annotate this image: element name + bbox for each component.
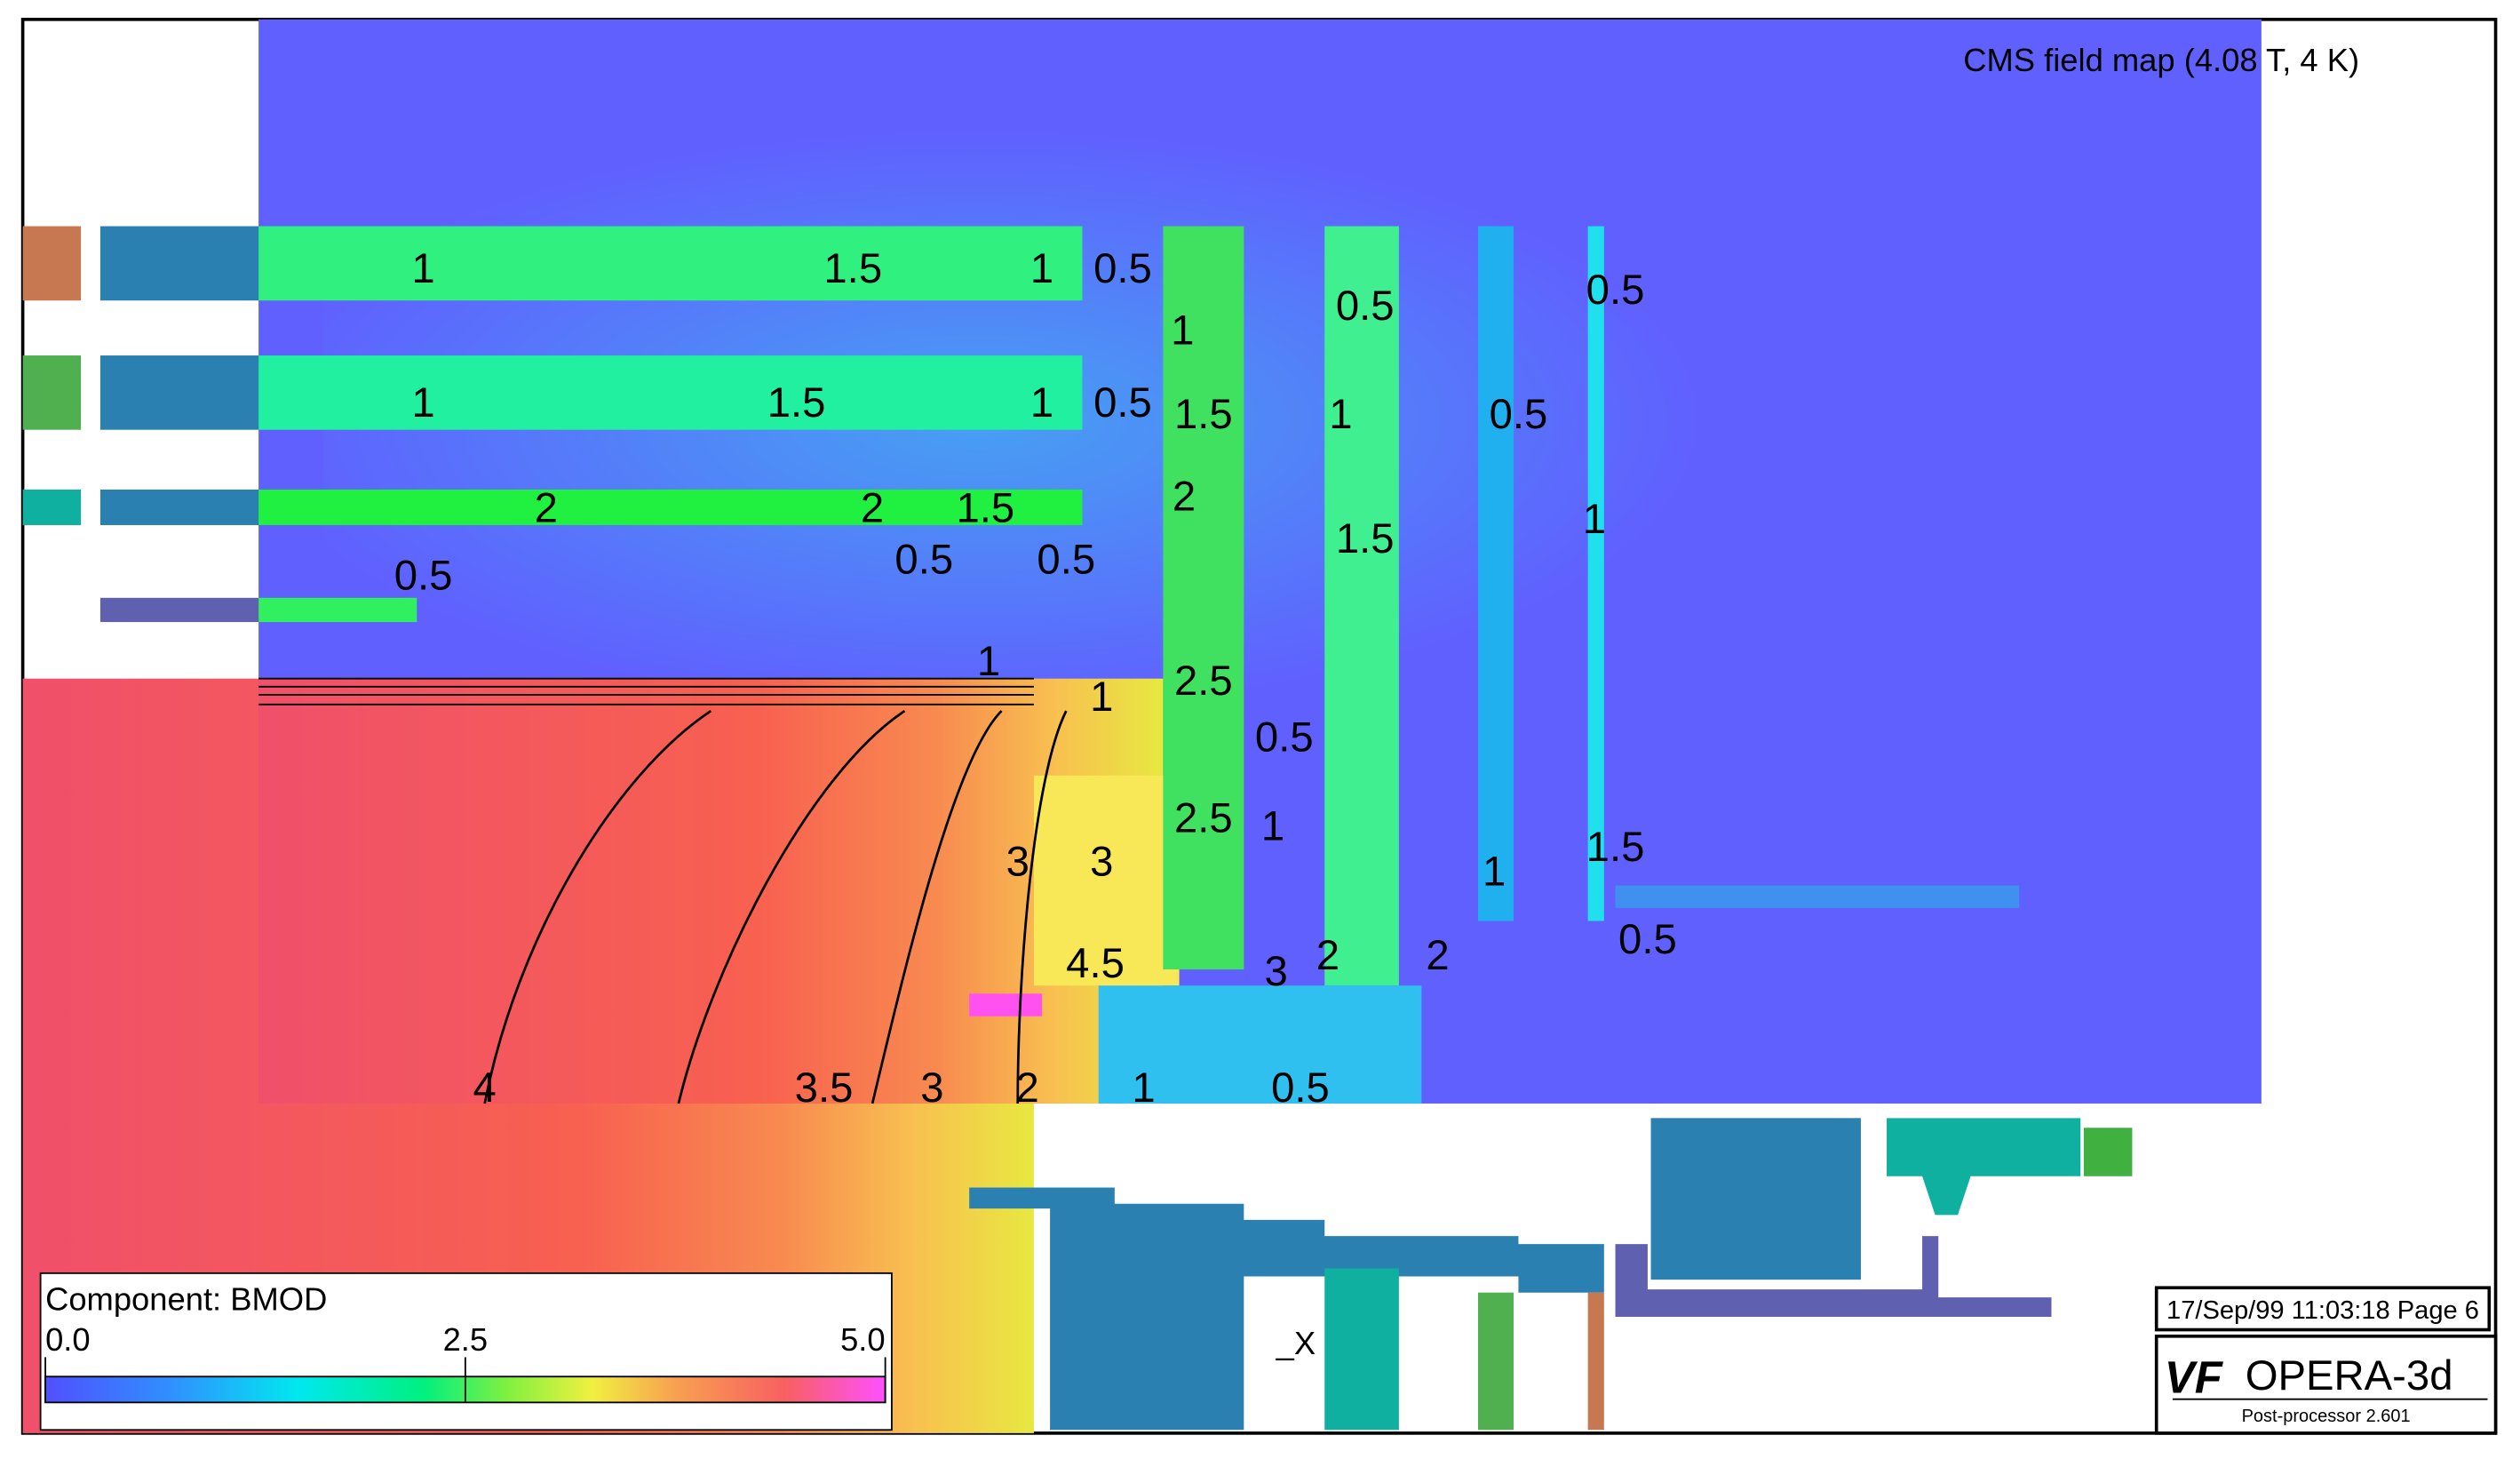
coil-block (99, 489, 259, 525)
coil-band (258, 597, 417, 623)
title: CMS field map (4.08 T, 4 K) (1963, 42, 2359, 78)
contour-label: 4.5 (1066, 940, 1125, 987)
contour-label: 0.5 (1093, 245, 1152, 292)
contour-label: 4 (473, 1064, 497, 1112)
contour-label: 1 (1132, 1064, 1155, 1112)
structure (1324, 1268, 1399, 1431)
structure (969, 1187, 1604, 1431)
contour-lines (483, 709, 1068, 1104)
coil-block (99, 355, 259, 430)
blue-column (1587, 226, 1604, 921)
contour-label: 1 (1030, 245, 1053, 292)
contour-label: 1 (1090, 674, 1113, 721)
stamp-box (2154, 1286, 2492, 1332)
colorbar-ticks: 0.0 2.5 5.0 (44, 1321, 886, 1403)
contour-label: 1.5 (1586, 824, 1645, 871)
structure (1587, 1292, 1604, 1431)
contour-label: 1.5 (823, 245, 882, 292)
legend-swatch (22, 355, 82, 430)
contour-label: 2 (535, 484, 558, 531)
contour-label: 0.5 (1618, 916, 1677, 963)
contour-label: 2.5 (1174, 658, 1233, 705)
contour-label: 2 (1016, 1064, 1039, 1112)
contour-label: 1.5 (767, 379, 826, 427)
contour-label: 0.5 (1586, 267, 1645, 314)
contour-label: 1 (1483, 848, 1506, 895)
contour-label: 3 (1090, 839, 1113, 886)
legend-swatch (22, 489, 82, 525)
contour-label: 0.5 (1336, 283, 1395, 330)
colorbar-box (39, 1272, 893, 1431)
logo-mark: VF (2165, 1351, 2224, 1402)
contour-label: 0.5 (1490, 391, 1548, 438)
yellow-zone (1033, 775, 1180, 986)
contour-label: 1 (1171, 307, 1194, 354)
mesh-lines (258, 677, 1034, 706)
colorbar-tick-label: 0.0 (45, 1321, 91, 1358)
contour-label: 0.5 (394, 553, 453, 600)
contour-label: 3 (1265, 948, 1288, 995)
stamp: 17/Sep/99 11:03:18 Page 6 (2166, 1296, 2479, 1325)
contour-label: 1.5 (1174, 391, 1233, 438)
colorbar-tick-label: 2.5 (443, 1321, 489, 1358)
structure (1477, 1292, 1514, 1431)
structure (1650, 1118, 1861, 1280)
contour-labels: 111.5 1 0.50.5 0.511.5 1 0.5 1.5 1 0.52 2 1.5 21.5 1… (394, 245, 1677, 1112)
coil-block (99, 597, 259, 623)
contour-label: 1 (1261, 803, 1284, 850)
product: OPERA-3d (2246, 1352, 2453, 1399)
contour-label: 3.5 (795, 1064, 854, 1112)
magenta-strip (969, 993, 1043, 1017)
coil-band (258, 355, 1083, 430)
blue-column (1477, 226, 1514, 921)
contour-label: 3 (1006, 839, 1029, 886)
contour-label: 2 (1316, 932, 1339, 979)
axis-label: _X (1276, 1325, 1316, 1361)
contour-label: 0.5 (1093, 379, 1152, 427)
contour-label: 1 (411, 379, 434, 427)
blue-strip (1615, 885, 2020, 908)
coil-block (99, 226, 259, 301)
contour-label: 2 (1173, 474, 1196, 521)
structure (1887, 1118, 2081, 1216)
contour-label: 1 (1329, 391, 1352, 438)
green-column (1163, 226, 1244, 970)
contour-label: 1 (977, 638, 1000, 685)
contour-label: 1.5 (957, 484, 1015, 531)
contour-label: 1 (1030, 379, 1053, 427)
colorbar-tick-label: 5.0 (840, 1321, 886, 1358)
green-column (1324, 226, 1399, 986)
structure (2083, 1128, 2133, 1176)
field-gradient (258, 678, 1164, 1104)
structure (1615, 1236, 2052, 1317)
contour-label: 0.5 (894, 537, 953, 584)
contour-label: 0.5 (1255, 714, 1314, 761)
contour-label: 2 (1426, 932, 1449, 979)
contour-label: 3 (920, 1064, 943, 1112)
logo-box (2154, 1334, 2498, 1435)
contour-label: 0.5 (1271, 1064, 1330, 1112)
colorbar-label: Component: BMOD (45, 1281, 327, 1318)
contour-label: 0.5 (1037, 537, 1095, 584)
coil-band (258, 489, 1083, 525)
contour-label: 2 (861, 484, 884, 531)
coil-band (258, 226, 1083, 301)
contour-label: 2.5 (1174, 794, 1233, 841)
contour-label: 1.5 (1336, 515, 1395, 562)
version: Post-processor 2.601 (2242, 1407, 2411, 1426)
contour-label: 1 (1583, 496, 1606, 543)
contour-label: 1 (411, 245, 434, 292)
cyan-zone (1098, 985, 1422, 1104)
legend-swatch (22, 226, 82, 301)
